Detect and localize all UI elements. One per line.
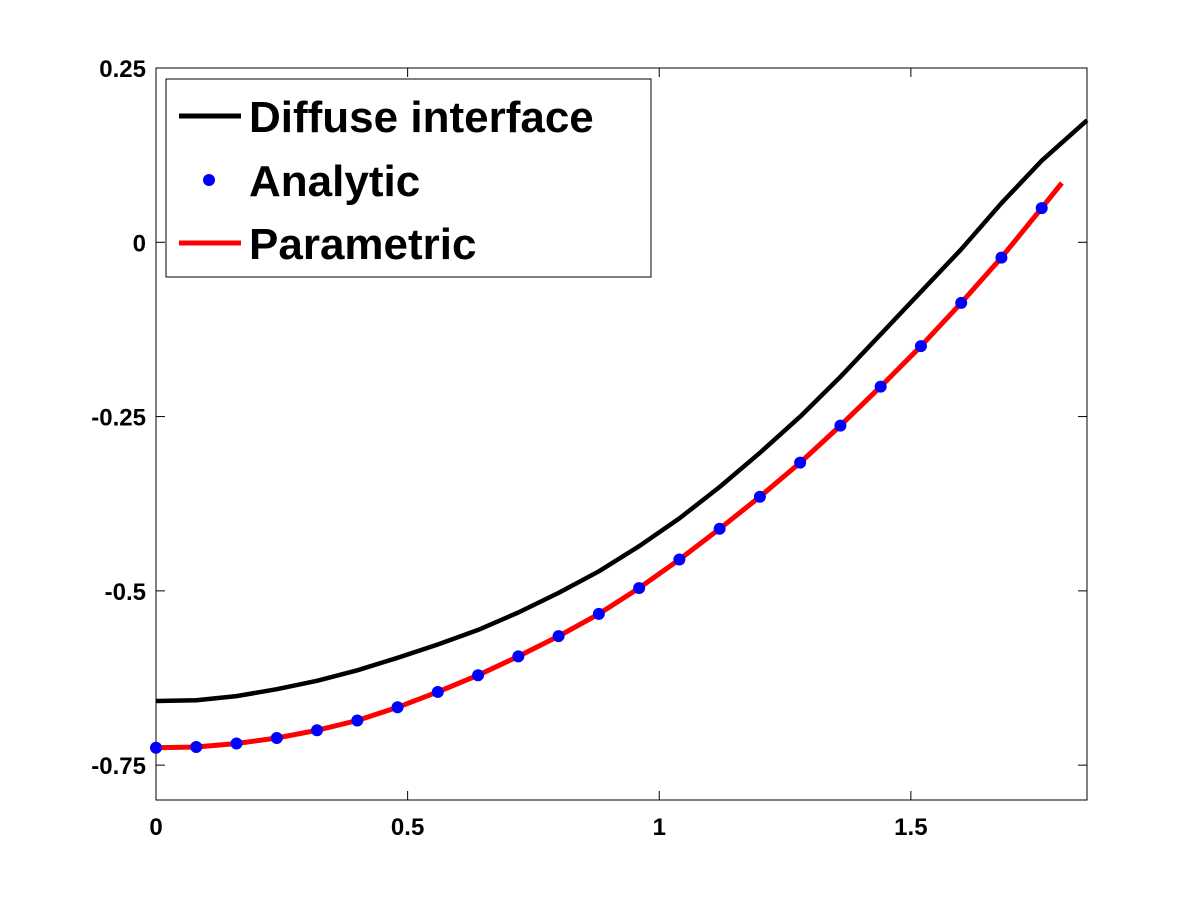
data-point-analytic [512, 650, 525, 663]
data-point-analytic [190, 741, 203, 754]
data-point-analytic [1035, 202, 1048, 215]
data-point-analytic [592, 607, 605, 620]
data-point-analytic [150, 741, 162, 754]
y-tick-label: 0 [133, 230, 146, 257]
legend-box [165, 78, 652, 278]
data-point-analytic [391, 701, 404, 714]
x-tick-label: 0.5 [391, 814, 424, 841]
legend: Diffuse interface Analytic Parametric [165, 78, 652, 278]
data-point-analytic [311, 724, 324, 737]
data-point-analytic [673, 553, 686, 566]
data-point-analytic [995, 251, 1008, 264]
axis-tick-labels: 0 0.5 1 1.5 0.25 0 -0.25 -0.5 -0.75 [91, 56, 927, 841]
data-point-analytic [270, 731, 283, 744]
series-line-parametric [155, 181, 1064, 751]
y-tick-label: -0.5 [105, 579, 146, 606]
series-layer [150, 118, 1089, 754]
data-point-analytic [351, 714, 364, 727]
data-point-analytic [874, 380, 887, 393]
data-point-analytic [230, 737, 243, 750]
x-tick-label: 0 [149, 814, 162, 841]
data-point-analytic [431, 685, 444, 698]
data-point-analytic [914, 340, 927, 353]
data-point-analytic [753, 490, 766, 503]
x-tick-label: 1 [653, 814, 666, 841]
y-tick-label: -0.75 [91, 753, 146, 780]
y-tick-label: 0.25 [99, 56, 146, 83]
data-point-analytic [794, 456, 807, 469]
data-point-analytic [713, 522, 726, 535]
data-point-analytic [834, 419, 847, 432]
legend-label: Diffuse interface [249, 93, 594, 142]
x-tick-label: 1.5 [894, 814, 927, 841]
legend-swatch-analytic [203, 174, 215, 186]
data-point-analytic [472, 669, 485, 682]
data-point-analytic [633, 582, 646, 595]
y-tick-label: -0.25 [91, 405, 146, 432]
axis-ticks [155, 67, 1087, 800]
series-line-diffuse-interface [155, 118, 1089, 704]
legend-label: Parametric [249, 220, 476, 269]
legend-label: Analytic [249, 157, 420, 206]
data-point-analytic [955, 296, 968, 309]
data-point-analytic [552, 630, 565, 643]
